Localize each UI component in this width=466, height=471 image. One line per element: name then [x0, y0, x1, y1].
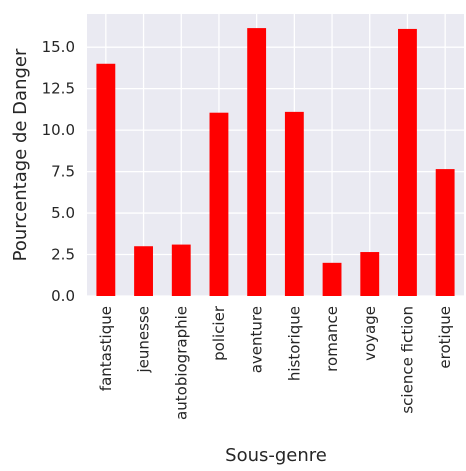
x-tick-label: voyage — [361, 306, 379, 361]
x-tick-label: historique — [285, 306, 303, 381]
bar-aventure — [247, 28, 267, 296]
y-tick-label: 7.5 — [51, 163, 75, 181]
bar-science-fiction — [398, 28, 417, 296]
x-tick-labels: fantastique jeunesse autobiographie policie… — [97, 305, 454, 420]
y-tick-label: 5.0 — [51, 204, 75, 222]
y-tick-label: 0.0 — [51, 287, 75, 305]
bar-voyage — [360, 252, 380, 296]
x-tick-label: jeunesse — [135, 306, 153, 374]
bar-autobiographie — [171, 244, 191, 296]
y-tick-label: 15.0 — [42, 38, 75, 56]
x-tick-label: romance — [323, 306, 341, 372]
y-axis-label: Pourcentage de Danger — [10, 48, 31, 261]
bar-jeunesse — [134, 246, 153, 296]
y-tick-label: 10.0 — [42, 121, 75, 139]
x-tick-label: autobiographie — [172, 306, 190, 420]
bar-romance — [322, 262, 342, 296]
y-tick-labels: 0.0 2.5 5.0 7.5 10.0 12.5 15.0 — [42, 38, 75, 305]
bar-erotique — [435, 169, 455, 296]
x-tick-label: fantastique — [97, 306, 115, 391]
bars — [96, 28, 455, 296]
y-tick-label: 2.5 — [51, 246, 75, 264]
x-axis-label: Sous-genre — [225, 445, 327, 466]
bar-policier — [209, 112, 229, 296]
x-tick-label: science fiction — [398, 306, 416, 414]
x-tick-label: erotique — [436, 306, 454, 369]
y-tick-label: 12.5 — [42, 80, 75, 98]
bar-fantastique — [96, 63, 116, 296]
bar-historique — [284, 111, 304, 296]
x-tick-label: policier — [210, 305, 228, 361]
x-tick-label: aventure — [248, 306, 266, 373]
